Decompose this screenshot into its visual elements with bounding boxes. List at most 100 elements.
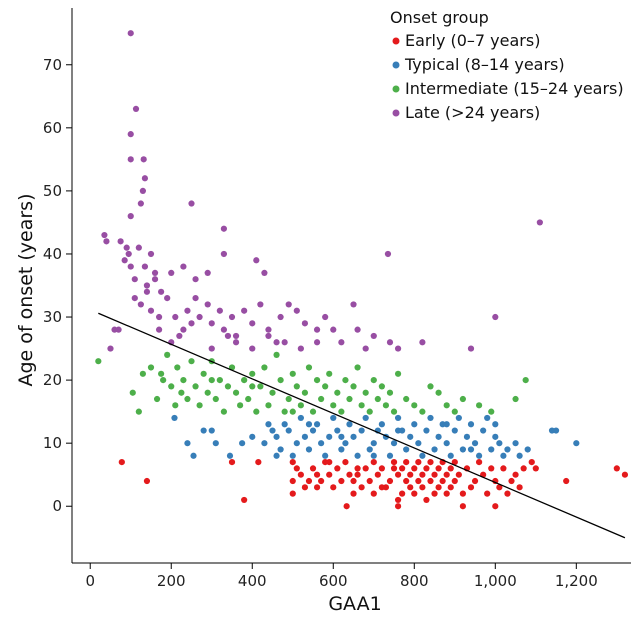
- data-point: [338, 477, 345, 485]
- data-point: [261, 364, 268, 371]
- data-point: [411, 465, 418, 472]
- data-point: [504, 446, 511, 453]
- data-point: [139, 370, 146, 377]
- data-point: [338, 408, 345, 415]
- data-point: [366, 477, 373, 485]
- data-point: [394, 427, 402, 434]
- data-point: [407, 471, 414, 478]
- data-point: [147, 364, 155, 371]
- data-point: [232, 339, 240, 346]
- data-point: [220, 408, 228, 415]
- legend-label: Late (>24 years): [405, 103, 540, 122]
- data-point: [419, 471, 426, 478]
- data-point: [390, 458, 398, 466]
- data-point: [208, 345, 215, 352]
- data-point: [354, 452, 361, 459]
- data-point: [143, 288, 151, 295]
- data-point: [459, 490, 466, 497]
- data-point: [178, 389, 185, 396]
- data-point: [281, 408, 288, 415]
- data-point: [95, 358, 102, 365]
- data-point: [403, 458, 410, 466]
- data-point: [435, 465, 442, 472]
- data-point: [123, 244, 130, 251]
- data-point: [423, 465, 430, 472]
- data-point: [354, 465, 361, 472]
- data-point: [386, 452, 394, 459]
- data-point: [455, 471, 462, 478]
- data-point: [253, 257, 260, 264]
- legend: Onset group Early (0–7 years) Typical (8–…: [390, 8, 624, 122]
- data-point: [443, 490, 450, 497]
- data-point: [257, 301, 264, 308]
- data-point: [141, 263, 149, 270]
- data-point: [285, 427, 292, 434]
- data-point: [447, 484, 454, 491]
- data-point: [125, 250, 132, 258]
- data-point: [378, 484, 385, 491]
- data-point: [301, 320, 309, 327]
- data-point: [143, 282, 151, 289]
- data-point: [297, 471, 304, 478]
- data-point: [301, 484, 309, 491]
- data-point: [512, 440, 519, 447]
- data-point: [451, 458, 458, 466]
- data-point: [451, 427, 458, 434]
- data-point: [524, 446, 531, 453]
- data-point: [467, 446, 475, 453]
- data-point: [241, 377, 248, 384]
- data-point: [427, 458, 434, 466]
- data-point: [411, 402, 418, 409]
- x-tick-label: 0: [85, 572, 95, 590]
- legend-label: Typical (8–14 years): [404, 55, 565, 74]
- data-point: [143, 477, 151, 485]
- data-point: [190, 452, 197, 459]
- data-point: [415, 458, 422, 466]
- data-point: [155, 326, 163, 333]
- data-point: [492, 503, 499, 510]
- data-point: [204, 269, 211, 276]
- data-point: [313, 377, 321, 384]
- data-point: [471, 477, 479, 485]
- data-point: [297, 402, 304, 409]
- data-point: [475, 402, 483, 409]
- y-tick-label: 20: [43, 371, 62, 389]
- data-point: [463, 433, 471, 440]
- data-point: [370, 458, 377, 466]
- data-point: [350, 301, 357, 308]
- data-point: [435, 389, 442, 396]
- data-point: [419, 339, 426, 346]
- data-point: [362, 389, 369, 396]
- data-point: [427, 383, 434, 390]
- data-point: [407, 484, 414, 491]
- y-ticks: 0 10 20 30 40 50 60 70: [43, 56, 72, 515]
- data-point: [196, 313, 203, 321]
- data-point: [522, 377, 529, 384]
- data-point: [289, 490, 296, 497]
- data-point: [224, 332, 232, 340]
- data-point: [346, 471, 353, 478]
- data-point: [366, 446, 373, 453]
- data-point: [297, 414, 304, 422]
- data-point: [192, 383, 199, 390]
- data-point: [241, 307, 248, 314]
- data-point: [129, 389, 136, 396]
- data-point: [467, 484, 475, 491]
- data-point: [350, 433, 357, 440]
- data-point: [500, 465, 507, 472]
- data-point: [378, 465, 385, 472]
- data-point: [115, 326, 122, 333]
- data-point: [208, 377, 215, 384]
- data-point: [318, 395, 325, 403]
- data-point: [289, 370, 296, 377]
- data-point: [127, 156, 134, 163]
- data-point: [127, 131, 134, 138]
- y-tick-label: 70: [43, 56, 62, 74]
- data-point: [399, 465, 406, 472]
- data-point: [305, 364, 313, 371]
- data-point: [313, 471, 321, 478]
- x-tick-label: 600: [319, 572, 348, 590]
- data-point: [492, 421, 499, 428]
- data-point: [427, 477, 434, 485]
- data-point: [467, 345, 475, 352]
